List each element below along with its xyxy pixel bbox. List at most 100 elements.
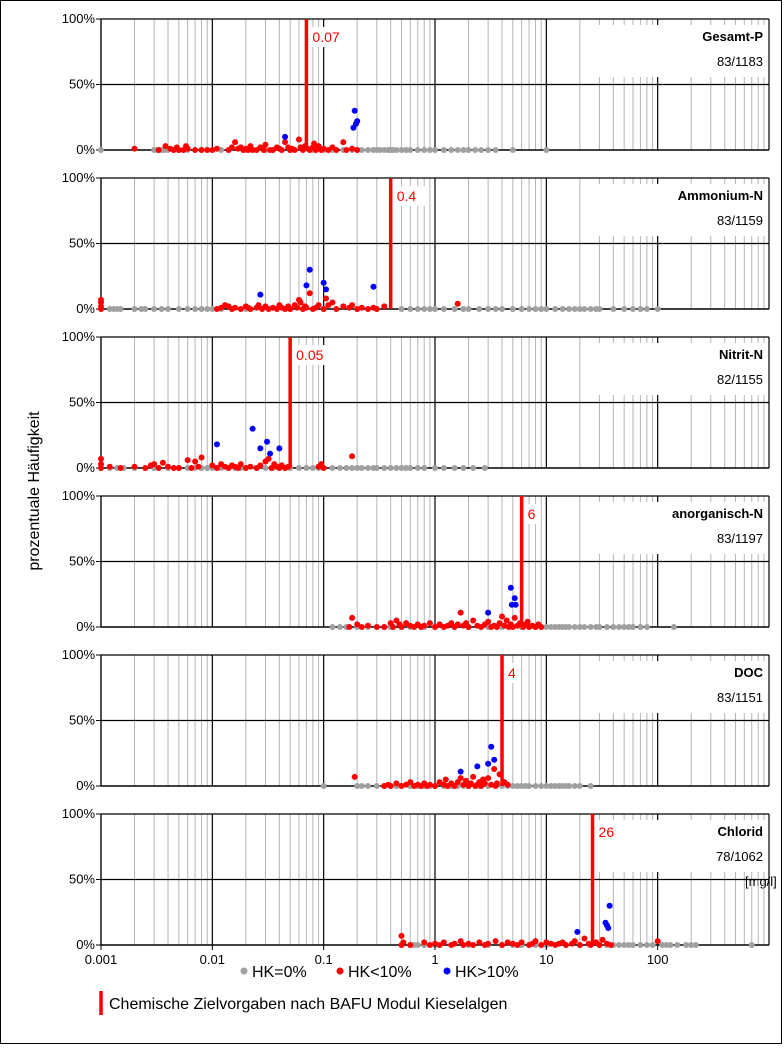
point-hk-lt10 xyxy=(373,624,380,630)
point-hk0 xyxy=(499,306,506,312)
y-tick-label: 50% xyxy=(69,395,95,410)
point-hk-lt10 xyxy=(426,620,433,627)
point-hk-lt10 xyxy=(232,139,239,146)
target-label: 0.4 xyxy=(397,188,417,204)
point-hk-lt10 xyxy=(432,624,438,630)
point-hk0 xyxy=(460,465,467,471)
point-hk-lt10 xyxy=(204,147,211,153)
panel-name: DOC xyxy=(734,665,764,680)
y-tick-label: 50% xyxy=(69,77,95,92)
panel-count: 83/1151 xyxy=(717,690,763,705)
point-hk-lt10 xyxy=(354,621,361,628)
point-hk-lt10 xyxy=(329,299,336,306)
point-hk0 xyxy=(616,942,623,948)
point-hk0 xyxy=(552,306,559,312)
point-hk-lt10 xyxy=(457,609,464,616)
point-hk0 xyxy=(485,147,492,153)
point-hk-lt10 xyxy=(209,462,216,469)
panel-label-box xyxy=(589,661,767,713)
point-hk-lt10 xyxy=(98,296,104,303)
point-hk0 xyxy=(587,783,594,789)
point-hk0 xyxy=(559,306,566,312)
point-hk-lt10 xyxy=(407,779,414,786)
point-hk0 xyxy=(683,942,690,948)
point-hk-gt10 xyxy=(606,902,613,909)
point-hk-gt10 xyxy=(491,756,498,763)
point-hk-lt10 xyxy=(485,940,492,947)
point-hk0 xyxy=(448,147,455,153)
point-hk-lt10 xyxy=(492,938,499,945)
point-hk0 xyxy=(629,942,636,948)
point-hk0 xyxy=(543,624,550,630)
point-hk0 xyxy=(610,624,617,630)
point-hk-lt10 xyxy=(162,143,169,150)
point-hk-lt10 xyxy=(499,942,506,948)
point-hk-lt10 xyxy=(192,458,199,465)
point-hk-lt10 xyxy=(426,781,433,788)
point-hk-lt10 xyxy=(470,942,477,948)
point-hk0 xyxy=(621,942,628,948)
point-hk-lt10 xyxy=(387,783,394,789)
point-hk-lt10 xyxy=(543,939,550,946)
point-hk0 xyxy=(421,306,428,312)
y-tick-label: 50% xyxy=(69,554,95,569)
point-hk-lt10 xyxy=(165,463,172,470)
point-hk-lt10 xyxy=(198,147,205,153)
point-hk-lt10 xyxy=(381,624,388,630)
point-hk0 xyxy=(587,306,594,312)
point-hk0 xyxy=(364,147,371,153)
point-hk0 xyxy=(432,147,438,153)
panel-name: Nitrit-N xyxy=(719,347,763,362)
point-hk-lt10 xyxy=(315,302,322,309)
point-hk-lt10 xyxy=(232,304,239,311)
point-hk0 xyxy=(526,783,533,789)
point-hk-lt10 xyxy=(451,940,458,947)
point-hk-lt10 xyxy=(294,304,301,311)
point-hk-lt10 xyxy=(432,940,438,947)
panel-label-box xyxy=(589,343,767,395)
point-hk0 xyxy=(364,783,371,789)
point-hk-lt10 xyxy=(373,306,380,312)
point-hk-lt10 xyxy=(247,463,254,470)
point-hk0 xyxy=(376,147,383,153)
point-hk0 xyxy=(398,306,405,312)
legend-marker xyxy=(240,967,248,975)
point-hk-gt10 xyxy=(323,286,330,293)
point-hk0 xyxy=(629,306,636,312)
point-hk0 xyxy=(329,624,336,630)
point-hk0 xyxy=(387,465,394,471)
point-hk0 xyxy=(131,306,138,312)
point-hk0 xyxy=(432,465,438,471)
point-hk0 xyxy=(596,624,603,630)
point-hk0 xyxy=(581,624,588,630)
target-label-bg xyxy=(595,822,620,842)
target-label: 26 xyxy=(599,824,615,840)
point-hk-lt10 xyxy=(532,938,539,945)
point-hk0 xyxy=(460,147,467,153)
panel-count: 83/1197 xyxy=(717,531,763,546)
point-hk0 xyxy=(566,306,573,312)
point-hk0 xyxy=(165,306,172,312)
point-hk0 xyxy=(587,624,594,630)
point-hk0 xyxy=(209,306,216,312)
point-hk0 xyxy=(303,465,310,471)
point-hk-lt10 xyxy=(421,939,428,946)
point-hk-lt10 xyxy=(407,942,414,948)
point-hk0 xyxy=(538,783,545,789)
y-tick-label: 0% xyxy=(76,619,95,634)
point-hk0 xyxy=(320,783,327,789)
point-hk0 xyxy=(262,465,269,471)
target-label: 6 xyxy=(528,506,536,522)
point-hk0 xyxy=(407,147,414,153)
point-hk-lt10 xyxy=(421,622,428,629)
point-hk-lt10 xyxy=(504,781,511,788)
point-hk-lt10 xyxy=(465,940,472,947)
legend-marker xyxy=(443,967,451,975)
point-hk-lt10 xyxy=(175,147,182,153)
y-tick-label: 50% xyxy=(69,713,95,728)
point-hk0 xyxy=(566,624,573,630)
point-hk-lt10 xyxy=(496,620,503,627)
point-hk-lt10 xyxy=(485,775,492,782)
x-tick-label: 1 xyxy=(431,952,438,967)
